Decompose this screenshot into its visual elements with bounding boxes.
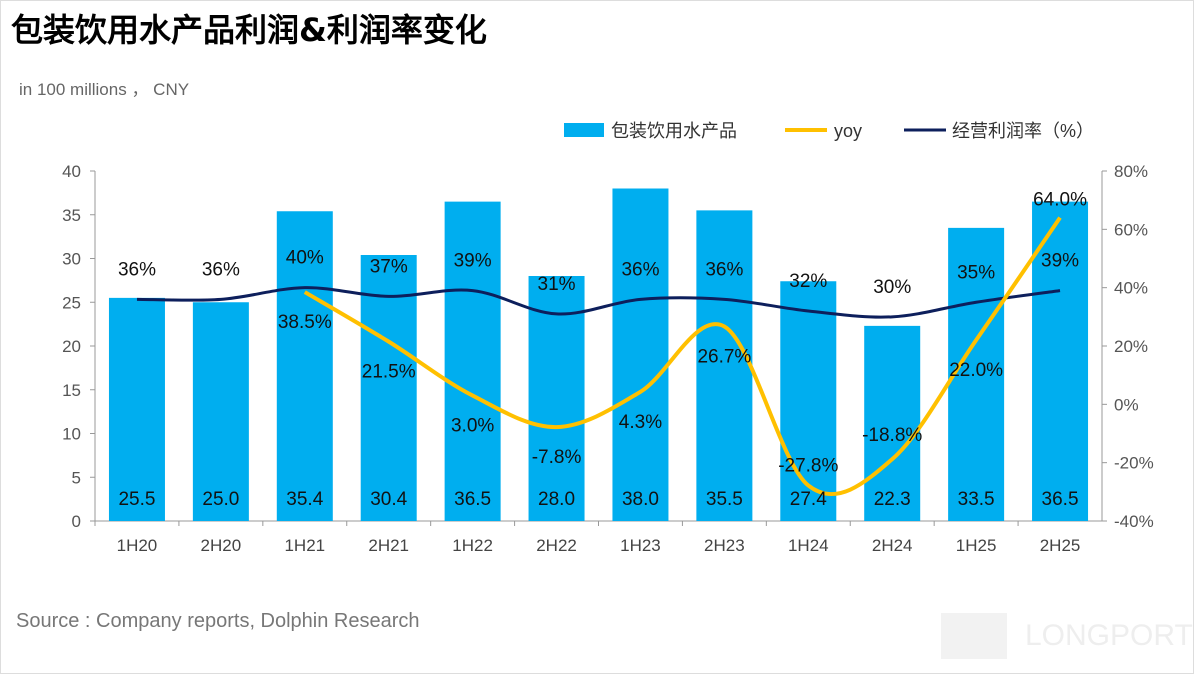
left-tick-label: 20 xyxy=(62,337,81,356)
margin-label: 36% xyxy=(118,259,156,280)
yoy-label: 38.5% xyxy=(278,312,332,333)
yoy-label: 26.7% xyxy=(697,346,751,367)
margin-label: 31% xyxy=(538,274,576,295)
legend-bar-swatch xyxy=(564,123,604,137)
bar-value-label: 27.4 xyxy=(790,489,827,510)
longport-logo: LONGPORT xyxy=(941,613,1193,659)
left-tick-label: 15 xyxy=(62,381,81,400)
x-tick-label: 2H23 xyxy=(704,536,745,555)
yoy-label: -27.8% xyxy=(778,455,838,476)
left-tick-label: 25 xyxy=(62,293,81,312)
yoy-label: 4.3% xyxy=(619,412,662,433)
unit-label: in 100 millions ， CNY xyxy=(19,80,190,99)
bar xyxy=(276,211,333,521)
right-tick-label: -40% xyxy=(1114,512,1154,531)
right-tick-label: 40% xyxy=(1114,279,1148,298)
bar xyxy=(360,255,417,521)
yoy-label: 22.0% xyxy=(949,360,1003,381)
margin-label: 37% xyxy=(370,256,408,277)
bar xyxy=(696,210,753,521)
bar-value-label: 28.0 xyxy=(538,489,575,510)
page-title: 包装饮用水产品利润&利润率变化 xyxy=(11,11,487,49)
legend-margin-label: 经营利润率（%） xyxy=(952,121,1094,141)
left-tick-label: 30 xyxy=(62,250,81,269)
margin-label: 39% xyxy=(454,251,492,272)
bar xyxy=(1032,201,1089,521)
bar-value-label: 33.5 xyxy=(958,489,995,510)
yoy-label: -18.8% xyxy=(862,425,922,446)
bar xyxy=(948,227,1005,521)
right-tick-label: 0% xyxy=(1114,395,1139,414)
left-tick-label: 5 xyxy=(72,468,81,487)
bar-value-label: 36.5 xyxy=(454,489,491,510)
bar-value-label: 25.5 xyxy=(118,489,155,510)
x-tick-label: 1H25 xyxy=(956,536,997,555)
right-tick-label: 20% xyxy=(1114,337,1148,356)
right-tick-label: 80% xyxy=(1114,162,1148,181)
margin-label: 36% xyxy=(621,259,659,280)
margin-line xyxy=(136,286,1061,319)
bar-value-label: 38.0 xyxy=(622,489,659,510)
x-tick-label: 2H24 xyxy=(872,536,913,555)
left-tick-label: 40 xyxy=(62,162,81,181)
x-tick-label: 1H22 xyxy=(452,536,493,555)
logo-mark-icon xyxy=(941,613,1007,659)
legend-bar-label: 包装饮用水产品 xyxy=(611,121,737,141)
x-tick-label: 2H25 xyxy=(1040,536,1081,555)
yoy-label: 64.0% xyxy=(1033,190,1087,211)
left-tick-label: 35 xyxy=(62,206,81,225)
margin-label: 30% xyxy=(873,277,911,298)
bar xyxy=(780,281,837,521)
bar-value-label: 35.5 xyxy=(706,489,743,510)
bar xyxy=(612,188,669,521)
source-note: Source : Company reports, Dolphin Resear… xyxy=(16,610,420,632)
bar xyxy=(108,297,165,521)
margin-label: 35% xyxy=(957,262,995,283)
margin-label: 32% xyxy=(789,271,827,292)
x-tick-label: 2H20 xyxy=(201,536,242,555)
yoy-label: 3.0% xyxy=(451,416,494,437)
bar-value-label: 36.5 xyxy=(1042,489,1079,510)
left-tick-label: 0 xyxy=(72,512,81,531)
yoy-line xyxy=(303,216,1062,497)
bar xyxy=(864,325,921,521)
bar-value-label: 22.3 xyxy=(874,489,911,510)
yoy-label: 21.5% xyxy=(362,362,416,383)
bar xyxy=(192,302,249,521)
x-tick-label: 2H21 xyxy=(368,536,409,555)
margin-label: 36% xyxy=(202,259,240,280)
left-tick-label: 10 xyxy=(62,425,81,444)
right-tick-label: -20% xyxy=(1114,454,1154,473)
margin-label: 39% xyxy=(1041,251,1079,272)
legend-yoy-label: yoy xyxy=(834,121,862,141)
bar-value-label: 25.0 xyxy=(202,489,239,510)
bar-value-label: 30.4 xyxy=(370,489,407,510)
bar xyxy=(444,201,501,521)
x-tick-label: 1H20 xyxy=(117,536,158,555)
logo-text: LONGPORT xyxy=(1025,619,1193,652)
bar xyxy=(528,276,585,521)
x-tick-label: 1H21 xyxy=(284,536,325,555)
yoy-label: -7.8% xyxy=(532,447,582,468)
x-tick-label: 1H24 xyxy=(788,536,829,555)
margin-label: 40% xyxy=(286,248,324,269)
x-tick-label: 2H22 xyxy=(536,536,577,555)
right-tick-label: 60% xyxy=(1114,220,1148,239)
margin-label: 36% xyxy=(705,259,743,280)
bar-value-label: 35.4 xyxy=(286,489,323,510)
x-tick-label: 1H23 xyxy=(620,536,661,555)
